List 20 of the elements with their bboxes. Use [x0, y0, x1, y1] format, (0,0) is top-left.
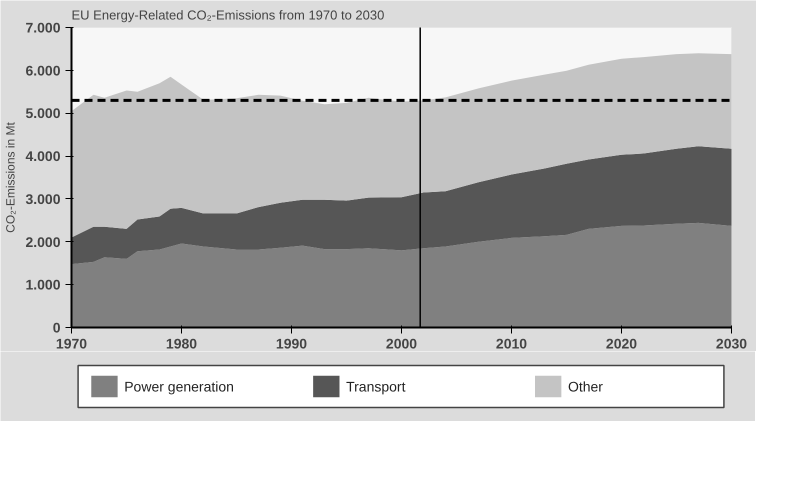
x-tick-label: 2030	[716, 336, 748, 352]
y-tick-label: 1.000	[25, 276, 61, 293]
y-tick-label: 5.000	[25, 105, 61, 122]
x-tick-label: 2020	[606, 336, 638, 352]
legend-label: Other	[568, 378, 604, 394]
y-tick-label: 2.000	[25, 234, 61, 250]
y-tick-label: 4.000	[25, 148, 61, 164]
y-tick-label: 0	[52, 320, 61, 336]
x-tick-label: 2000	[386, 336, 418, 352]
y-tick-label: 7.000	[25, 20, 61, 36]
x-tick-label: 1980	[166, 336, 198, 352]
y-tick-label: 6.000	[25, 62, 61, 78]
chart-title: EU Energy-Related CO₂-Emissions from 1970 to 2030	[72, 8, 384, 22]
x-tick-label: 2010	[496, 336, 528, 352]
y-tick-label: 3.000	[25, 190, 61, 207]
legend-label: Transport	[346, 378, 406, 394]
x-tick-label: 1970	[56, 336, 88, 352]
y-axis-title: CO₂-Emissions in Mt	[3, 122, 18, 233]
legend-label: Power generation	[124, 378, 234, 394]
x-tick-label: 1990	[276, 336, 308, 352]
